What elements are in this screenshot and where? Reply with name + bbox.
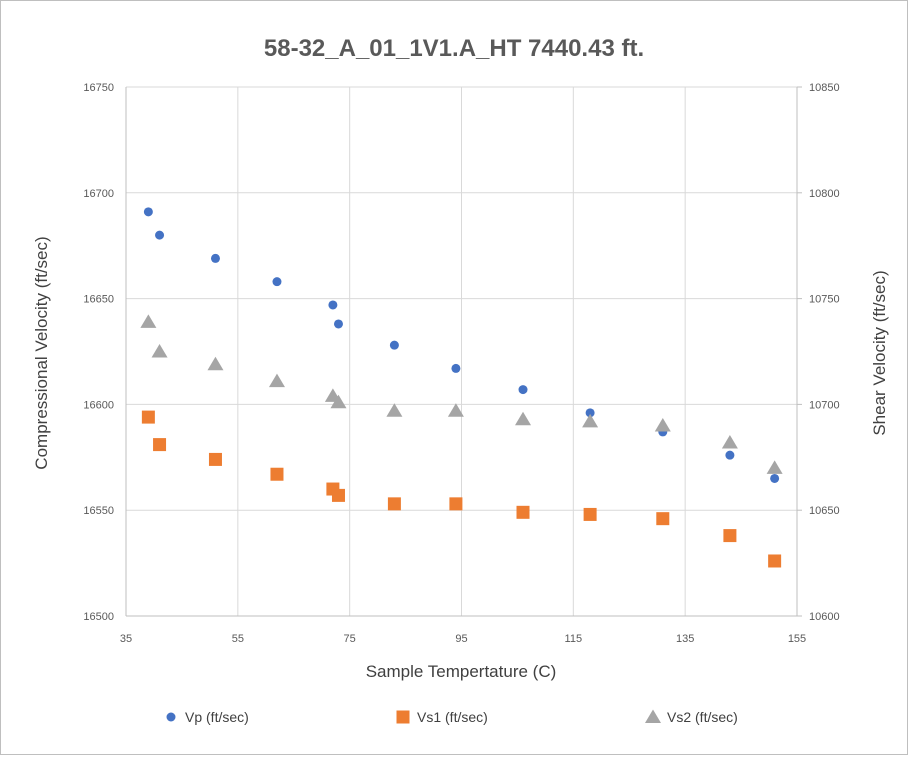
- x-tick-label: 155: [788, 633, 806, 645]
- data-point: [451, 363, 461, 373]
- data-point: [208, 452, 222, 466]
- data-point: [582, 413, 599, 428]
- data-point: [585, 408, 595, 418]
- chart-title: 58-32_A_01_1V1.A_HT 7440.43 ft.: [264, 35, 644, 62]
- data-point: [330, 394, 347, 409]
- data-point: [654, 418, 671, 432]
- data-point: [153, 438, 167, 452]
- data-point: [386, 403, 403, 417]
- legend-marker: [645, 709, 661, 723]
- data-point: [331, 488, 345, 502]
- data-point: [656, 512, 670, 526]
- data-point: [328, 300, 338, 310]
- axes: [125, 86, 802, 617]
- data-point: [210, 253, 220, 263]
- data-point: [140, 314, 157, 328]
- legend-marker: [166, 712, 176, 722]
- y2-tick-label: 10850: [809, 82, 840, 94]
- x-tick-label: 115: [565, 633, 583, 645]
- data-point: [270, 467, 284, 481]
- data-point: [333, 319, 343, 329]
- data-series: [140, 207, 783, 568]
- legend-label: Vs1 (ft/sec): [417, 709, 488, 725]
- y-tick-label: 16600: [83, 399, 114, 411]
- y-tick-label: 16750: [83, 82, 114, 94]
- data-point: [723, 529, 737, 543]
- legend-marker: [396, 710, 410, 724]
- legend-item: Vs1 (ft/sec): [396, 709, 488, 725]
- legend-item: Vs2 (ft/sec): [645, 709, 738, 725]
- data-point: [515, 411, 532, 426]
- data-point: [770, 473, 780, 483]
- y-tick-label: 16550: [83, 505, 114, 517]
- data-point: [155, 230, 165, 240]
- data-point: [141, 410, 155, 424]
- data-point: [151, 344, 168, 358]
- series-triangle: [140, 314, 783, 474]
- x-tick-label: 55: [232, 633, 244, 645]
- data-point: [766, 460, 783, 474]
- series-square: [141, 410, 782, 568]
- x-tick-label: 75: [344, 633, 356, 645]
- y-tick-label: 16650: [83, 294, 114, 306]
- data-point: [768, 554, 782, 568]
- y2-tick-label: 10800: [809, 188, 840, 200]
- legend-label: Vp (ft/sec): [185, 709, 249, 725]
- grid-lines: [126, 86, 797, 616]
- y-tick-label: 16500: [83, 611, 114, 623]
- y-tick-label: 16700: [83, 188, 114, 200]
- data-point: [387, 497, 401, 511]
- x-tick-label: 35: [120, 633, 132, 645]
- legend-label: Vs2 (ft/sec): [667, 709, 738, 725]
- data-point: [389, 340, 399, 350]
- y2-axis-label: Shear Velocity (ft/sec): [870, 270, 889, 435]
- legend: Vp (ft/sec) Vs1 (ft/sec) Vs2 (ft/sec): [166, 709, 738, 725]
- tick-labels: 35 55 75 95 115 135 155 16500 16550 16600 16650 167…: [83, 82, 839, 645]
- data-point: [272, 277, 282, 287]
- data-point: [207, 356, 224, 371]
- y2-tick-label: 10600: [809, 611, 840, 623]
- data-point: [725, 450, 735, 460]
- y2-tick-label: 10700: [809, 399, 840, 411]
- data-point: [447, 403, 464, 417]
- data-point: [721, 434, 738, 449]
- data-point: [268, 373, 285, 388]
- x-tick-label: 135: [676, 633, 694, 645]
- legend-item: Vp (ft/sec): [166, 709, 249, 725]
- y2-tick-label: 10650: [809, 505, 840, 517]
- data-point: [449, 497, 463, 511]
- data-point: [143, 207, 153, 217]
- x-tick-label: 95: [455, 633, 467, 645]
- y2-tick-label: 10750: [809, 294, 840, 306]
- data-point: [518, 385, 528, 395]
- data-point: [583, 507, 597, 521]
- x-axis-label: Sample Tempertature (C): [366, 662, 557, 681]
- y-axis-label: Compressional Velocity (ft/sec): [32, 236, 51, 469]
- data-point: [516, 505, 530, 519]
